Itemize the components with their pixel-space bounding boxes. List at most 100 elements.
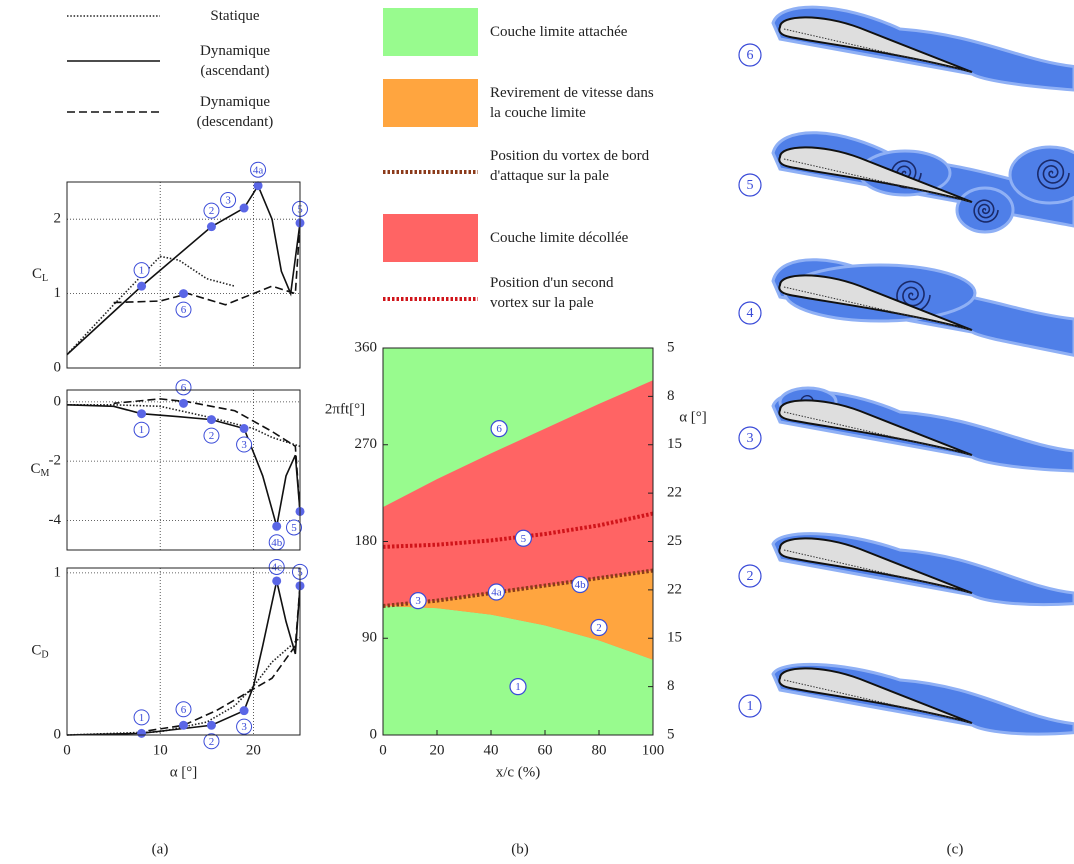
state-label: 1 bbox=[139, 712, 145, 724]
y-axis-title-main: C bbox=[31, 643, 41, 659]
y-axis-title: CL bbox=[32, 266, 48, 284]
state-point bbox=[206, 222, 216, 232]
state-badge bbox=[133, 709, 150, 726]
state-point bbox=[409, 592, 427, 610]
legend-label: Couche limite décollée bbox=[490, 230, 629, 246]
y-axis-title: CD bbox=[31, 643, 48, 661]
state-label: 2 bbox=[209, 430, 215, 442]
state-point bbox=[272, 576, 282, 586]
panel-label: (b) bbox=[511, 841, 529, 857]
state-label: 5 bbox=[291, 522, 297, 534]
x-axis-title: x/c (%) bbox=[496, 764, 541, 780]
plot-frame bbox=[66, 181, 301, 369]
airfoil-diagram: 2 bbox=[738, 532, 1074, 607]
state-label: 1 bbox=[139, 424, 145, 436]
state-label: 6 bbox=[181, 704, 187, 716]
state-label: 2 bbox=[596, 622, 602, 634]
x-tick-label: 100 bbox=[642, 742, 665, 758]
state-label: 1 bbox=[139, 265, 145, 277]
y2-axis-title: α [°] bbox=[679, 409, 707, 425]
legend-label: Dynamique (descendant) bbox=[196, 94, 274, 130]
state-badge bbox=[250, 161, 267, 178]
airfoil bbox=[778, 146, 973, 203]
state-point bbox=[179, 720, 188, 730]
airfoil-diagram: 5 bbox=[738, 131, 1074, 234]
line-series bbox=[66, 637, 301, 736]
y-axis-title-main: C bbox=[31, 461, 41, 477]
chord-line bbox=[783, 158, 973, 203]
state-point bbox=[487, 583, 505, 601]
airfoil-diagram: 3 bbox=[738, 386, 1074, 473]
y2-tick-label: 5 bbox=[667, 726, 675, 742]
y-tick-label: 90 bbox=[362, 630, 377, 646]
y-axis-title-sub: D bbox=[41, 650, 48, 661]
state-label: 4a bbox=[253, 164, 264, 176]
state-point bbox=[514, 529, 533, 547]
state-label: 6 bbox=[181, 382, 187, 394]
x-tick-label: 80 bbox=[592, 742, 607, 758]
airfoil-badge bbox=[738, 426, 762, 450]
state-badge bbox=[203, 733, 220, 750]
x-tick-label: 60 bbox=[538, 742, 553, 758]
airfoil-diagram: 6 bbox=[738, 5, 1074, 92]
state-point bbox=[179, 289, 188, 299]
state-badge bbox=[133, 262, 150, 279]
airfoil-label: 2 bbox=[747, 569, 754, 584]
state-point bbox=[571, 575, 589, 594]
airfoil bbox=[778, 667, 973, 724]
vortex-line bbox=[382, 568, 654, 608]
airfoil-badge bbox=[738, 173, 762, 197]
chord-line bbox=[783, 286, 973, 331]
airfoil-badge bbox=[738, 694, 762, 718]
y2-tick-label: 22 bbox=[667, 581, 682, 597]
line-series bbox=[66, 255, 235, 356]
airfoil-badge bbox=[738, 43, 762, 67]
state-point bbox=[137, 409, 147, 419]
x-tick-label: 0 bbox=[379, 742, 387, 758]
airfoil bbox=[778, 537, 973, 594]
airfoil-label: 6 bbox=[747, 48, 754, 63]
line-series bbox=[113, 398, 301, 512]
line-series bbox=[67, 404, 301, 448]
state-label: 3 bbox=[415, 595, 421, 607]
state-label: 3 bbox=[241, 721, 247, 733]
y-tick-label: 1 bbox=[54, 564, 62, 580]
y-axis-title: 2πft[°] bbox=[325, 401, 365, 417]
line-series bbox=[66, 580, 301, 736]
state-point bbox=[206, 415, 216, 425]
airfoil-label: 3 bbox=[747, 431, 754, 446]
y-tick-label: 0 bbox=[54, 726, 62, 742]
vortex-blob bbox=[1008, 145, 1074, 205]
state-point bbox=[509, 678, 527, 696]
y-tick-label: 2 bbox=[54, 211, 62, 227]
y2-tick-label: 25 bbox=[667, 533, 682, 549]
plot-frame bbox=[66, 567, 301, 736]
state-label: 2 bbox=[209, 205, 215, 217]
state-point bbox=[206, 720, 216, 730]
state-badge bbox=[236, 718, 253, 735]
state-label: 3 bbox=[241, 439, 247, 451]
state-label: 4b bbox=[575, 579, 587, 591]
airfoil-diagram: 4 bbox=[738, 258, 1074, 357]
y2-tick-label: 15 bbox=[667, 436, 682, 452]
state-label: 5 bbox=[521, 533, 527, 545]
vortex-spiral bbox=[973, 199, 999, 223]
line-series bbox=[66, 404, 301, 527]
y2-tick-label: 15 bbox=[667, 630, 682, 646]
state-point bbox=[253, 181, 263, 191]
state-badge bbox=[175, 379, 192, 396]
state-label: 6 bbox=[181, 304, 187, 316]
state-badge bbox=[175, 701, 192, 718]
state-badge bbox=[203, 427, 220, 444]
x-tick-label: 20 bbox=[246, 742, 261, 758]
chord-line bbox=[783, 679, 973, 724]
chord-line bbox=[783, 549, 973, 594]
x-tick-label: 10 bbox=[153, 742, 168, 758]
y-axis-title-sub: L bbox=[42, 273, 48, 284]
legend-label: Position du vortex de bord d'attaque sur… bbox=[490, 148, 650, 184]
legend-swatch bbox=[383, 8, 478, 56]
state-label: 1 bbox=[515, 681, 521, 693]
